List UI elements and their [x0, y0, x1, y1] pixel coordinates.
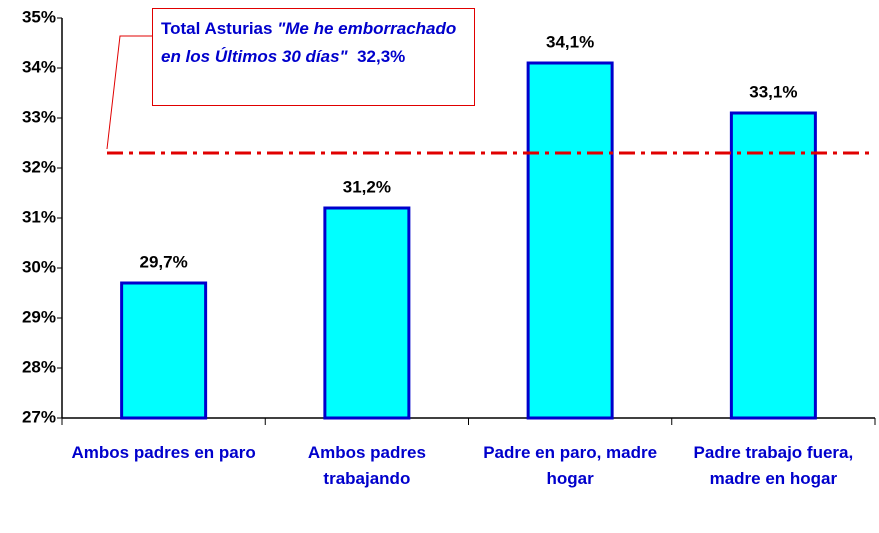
leader-line	[106, 35, 152, 150]
annotation-value: 32,3%	[357, 47, 406, 66]
annotation-quote: "Me he emborrachado en los Últimos 30 dí…	[161, 19, 457, 66]
y-tick-label: 32%	[22, 157, 56, 176]
y-tick-label: 31%	[22, 207, 56, 226]
bar	[120, 281, 208, 420]
value-label: 34,1%	[546, 32, 594, 51]
value-label: 33,1%	[749, 82, 797, 101]
y-tick-label: 34%	[22, 57, 56, 76]
y-tick-label: 28%	[22, 357, 56, 376]
x-tick-label: Padre trabajo fuera, madre en hogar	[693, 443, 854, 488]
annotation: Total Asturias "Me he emborrachado en lo…	[152, 8, 475, 106]
y-tick-label: 33%	[22, 107, 56, 126]
value-label: 29,7%	[140, 252, 188, 271]
x-tick-label: Ambos padres en paro	[71, 443, 256, 462]
y-tick-label: 27%	[22, 407, 56, 426]
annotation-prefix: Total Asturias	[161, 19, 273, 38]
x-tick-label: Padre en paro, madre hogar	[483, 443, 658, 488]
bar	[729, 111, 817, 420]
x-tick-label: Ambos padres trabajando	[307, 443, 426, 488]
value-label: 31,2%	[343, 177, 391, 196]
y-tick-label: 30%	[22, 257, 56, 276]
y-tick-label: 29%	[22, 307, 56, 326]
bar	[323, 206, 411, 420]
bar	[526, 61, 614, 420]
y-tick-label: 35%	[22, 7, 56, 26]
